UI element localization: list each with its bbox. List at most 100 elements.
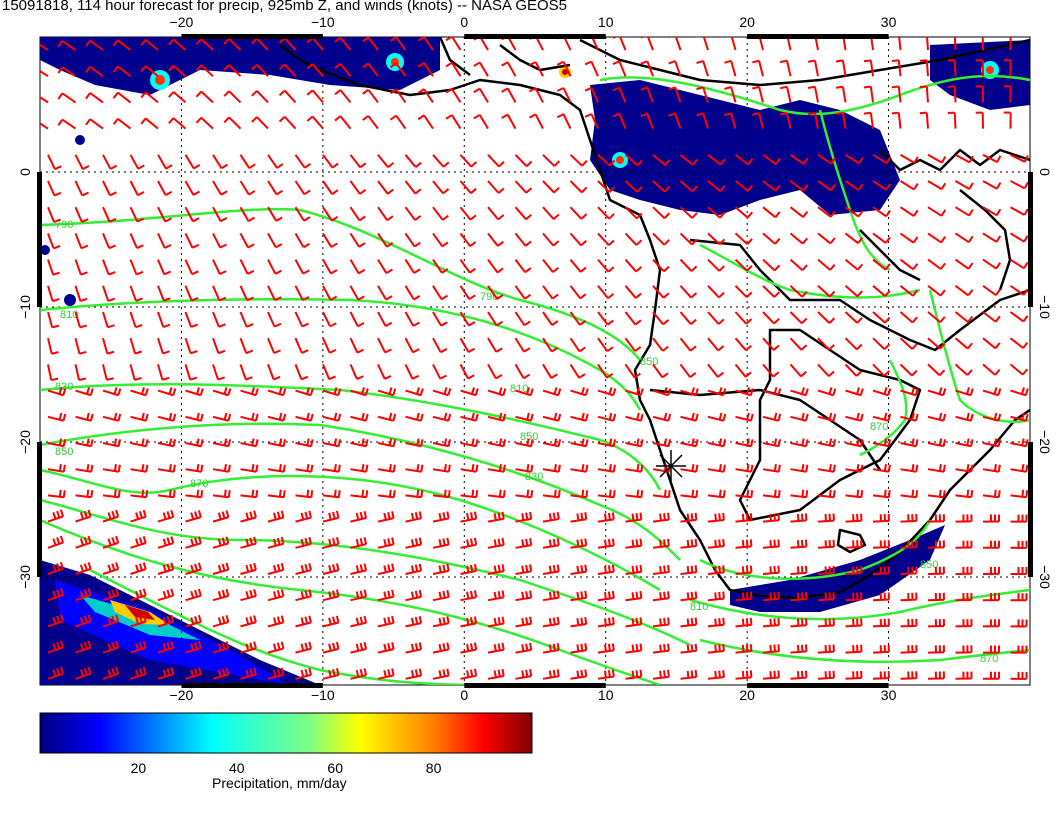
wind-barb bbox=[624, 180, 643, 193]
wind-barb bbox=[445, 114, 462, 130]
colorbar-caption: Precipitation, mm/day bbox=[212, 775, 347, 791]
wind-barb bbox=[790, 464, 809, 473]
wind-barb bbox=[734, 154, 754, 166]
wind-barb bbox=[790, 438, 809, 448]
wind-barb bbox=[47, 588, 65, 602]
wind-barb bbox=[652, 617, 670, 628]
wind-barb bbox=[75, 535, 92, 549]
wind-barb bbox=[295, 510, 312, 523]
wind-barb bbox=[762, 153, 781, 165]
wind-barb bbox=[954, 232, 974, 244]
wind-barb bbox=[75, 561, 92, 575]
wind-barb bbox=[515, 412, 534, 422]
wind-barb bbox=[460, 438, 479, 448]
wind-barb bbox=[817, 232, 836, 245]
wind-barb bbox=[239, 311, 254, 328]
wind-barb bbox=[515, 564, 533, 575]
contour-label: 810 bbox=[60, 309, 78, 321]
wind-barb bbox=[900, 566, 918, 575]
wind-barb bbox=[212, 232, 227, 249]
wind-barb bbox=[975, 85, 984, 103]
wind-barb bbox=[377, 589, 395, 602]
wind-barb bbox=[845, 513, 863, 523]
wind-barb bbox=[294, 311, 310, 328]
wind-barb bbox=[129, 337, 143, 355]
wind-barb bbox=[322, 311, 337, 328]
wind-barb bbox=[350, 510, 368, 523]
wind-barb bbox=[762, 644, 780, 654]
wind-barb bbox=[652, 669, 670, 680]
wind-barb bbox=[817, 565, 835, 575]
wind-barb bbox=[459, 311, 476, 327]
wind-barb bbox=[625, 489, 644, 499]
wind-barb bbox=[212, 562, 230, 575]
wind-barb bbox=[652, 232, 670, 246]
wind-barb bbox=[542, 564, 560, 575]
wind-barb bbox=[817, 363, 835, 377]
wind-barb bbox=[625, 538, 643, 549]
wind-barb bbox=[786, 37, 792, 51]
wind-barb bbox=[927, 540, 945, 549]
wind-barb bbox=[47, 311, 60, 329]
wind-barb bbox=[389, 88, 407, 103]
wind-barb bbox=[515, 438, 534, 448]
wind-barb bbox=[212, 489, 231, 499]
wind-barb bbox=[460, 464, 479, 473]
wind-barb bbox=[184, 259, 199, 276]
wind-barb bbox=[487, 564, 505, 575]
wind-barb bbox=[927, 232, 946, 244]
wind-barb bbox=[47, 489, 66, 499]
wind-barb bbox=[377, 259, 393, 275]
wind-barb bbox=[845, 387, 864, 397]
wind-barb bbox=[460, 563, 478, 575]
wind-barb bbox=[334, 62, 352, 77]
wind-barb bbox=[542, 180, 560, 194]
contour-label: 850 bbox=[55, 446, 73, 458]
wind-barb bbox=[432, 438, 452, 448]
wind-barb bbox=[459, 232, 477, 248]
wind-barb bbox=[102, 180, 117, 197]
x-axis-bottom-labels: −20 −10 0 10 20 30 bbox=[170, 687, 897, 703]
wind-barb bbox=[130, 387, 149, 397]
wind-barb bbox=[597, 311, 614, 326]
wind-barb bbox=[267, 285, 282, 302]
wind-barb bbox=[652, 643, 670, 654]
wind-barb bbox=[679, 258, 698, 272]
wind-barb bbox=[432, 206, 449, 221]
wind-barb bbox=[597, 438, 617, 448]
wind-barb bbox=[1010, 206, 1029, 216]
wind-barb bbox=[926, 37, 929, 51]
wind-barb bbox=[184, 337, 198, 355]
frame-bar-top bbox=[181, 34, 323, 39]
wind-barb bbox=[212, 536, 230, 549]
wind-barb bbox=[891, 111, 902, 129]
wind-barb bbox=[267, 464, 286, 473]
wind-barb bbox=[734, 180, 754, 192]
x-tick-label-bottom: 30 bbox=[881, 687, 897, 703]
wind-barb bbox=[982, 438, 1002, 448]
wind-barb bbox=[817, 311, 836, 324]
wind-barb bbox=[817, 464, 836, 473]
wind-barb bbox=[790, 387, 809, 397]
wind-barb bbox=[570, 564, 588, 575]
wind-barb bbox=[625, 564, 643, 575]
wind-barb bbox=[762, 591, 780, 602]
wind-barb bbox=[157, 259, 172, 276]
wind-barb bbox=[322, 285, 338, 301]
wind-barb bbox=[75, 489, 94, 499]
wind-barb bbox=[473, 113, 489, 130]
wind-barb bbox=[212, 510, 230, 523]
wind-barb bbox=[845, 539, 863, 549]
wind-barb bbox=[57, 66, 77, 78]
wind-barb bbox=[597, 232, 615, 246]
wind-barb bbox=[872, 337, 891, 350]
wind-barb bbox=[845, 592, 863, 602]
wind-barb bbox=[267, 364, 281, 381]
frame-bar-top bbox=[464, 34, 606, 39]
wind-barb bbox=[762, 206, 781, 219]
wind-barb bbox=[872, 489, 891, 499]
wind-barb bbox=[955, 619, 973, 628]
wind-barb bbox=[569, 285, 587, 300]
wind-barb bbox=[129, 311, 143, 329]
wind-barb bbox=[817, 489, 836, 499]
